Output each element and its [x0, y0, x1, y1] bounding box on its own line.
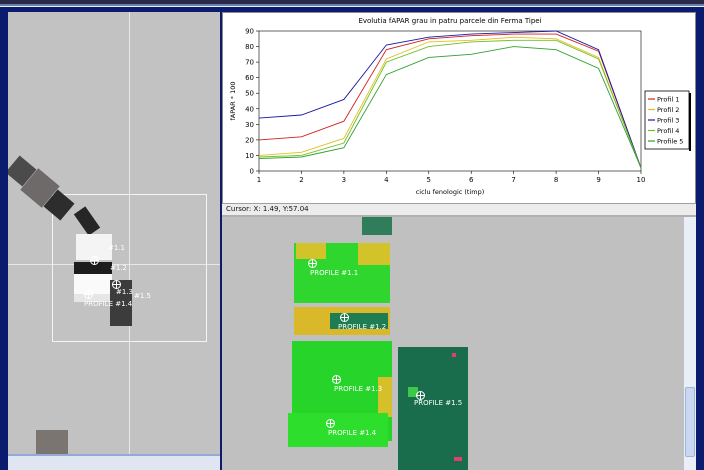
series-line-5	[258, 46, 642, 169]
x-axis-label: ciclu fenologic (timp)	[416, 188, 485, 196]
legend-entry: Profil 4	[657, 127, 679, 135]
profile-marker-icon	[84, 290, 93, 299]
profile-marker-icon	[332, 375, 341, 384]
field-parcel-1-2	[74, 262, 112, 274]
y-tick-label: 90	[245, 28, 254, 36]
field-parcel-1-4	[288, 413, 388, 447]
series-line-2	[258, 36, 642, 169]
field-parcel-1-4	[74, 294, 112, 302]
overview-label: #1.2	[110, 264, 127, 272]
x-tick-label: 1	[257, 176, 261, 184]
map-profile-label: PROFILE #1.2	[338, 323, 387, 331]
overview-map-pane[interactable]: #1.1 #1.2 #1.3 #1.5 PROFILE #1.4	[8, 12, 220, 470]
overview-label: PROFILE #1.4	[84, 300, 133, 308]
legend-entry: Profile 5	[657, 138, 683, 146]
x-tick-label: 7	[511, 176, 515, 184]
field-parcel	[362, 217, 392, 235]
y-tick-label: 40	[245, 105, 254, 113]
profile-marker-icon	[326, 419, 335, 428]
y-tick-label: 50	[245, 90, 254, 98]
chart-window[interactable]: Evolutia fAPAR grau in patru parcele din…	[222, 12, 696, 216]
chart-title: Evolutia fAPAR grau in patru parcele din…	[358, 17, 541, 25]
series-line-1	[258, 33, 642, 169]
overview-label: #1.5	[134, 292, 151, 300]
overview-label: #1.1	[108, 244, 125, 252]
series-line-4	[258, 39, 642, 169]
field-parcel-1-5-spot	[454, 457, 462, 461]
series-line-3	[258, 30, 642, 169]
legend-entry: Profil 2	[657, 106, 679, 114]
x-tick-label: 2	[299, 176, 303, 184]
profile-marker-icon	[340, 313, 349, 322]
map-profile-label: PROFILE #1.4	[328, 429, 377, 437]
y-tick-label: 0	[250, 168, 254, 176]
profile-marker-icon	[112, 280, 121, 289]
cursor-status-bar: Cursor: X: 1.49, Y:57.04	[222, 203, 696, 215]
overview-label: #1.3	[116, 288, 133, 296]
overview-grid-horizontal	[8, 264, 220, 265]
field-parcel-1-5	[110, 280, 132, 326]
x-tick-label: 4	[384, 176, 389, 184]
y-tick-label: 20	[245, 136, 254, 144]
field-parcel-1-3	[74, 274, 112, 294]
legend-entry: Profil 3	[657, 117, 679, 125]
field-parcel-1-1-yellow	[296, 243, 326, 259]
x-tick-label: 3	[342, 176, 346, 184]
y-tick-label: 70	[245, 59, 254, 67]
legend-entry: Profil 1	[657, 96, 679, 104]
x-tick-label: 5	[427, 176, 431, 184]
y-axis-label: fAPAR * 100	[229, 82, 237, 121]
top-toolbar-strip	[0, 0, 704, 6]
y-tick-label: 10	[245, 152, 254, 160]
pane-splitter[interactable]	[222, 215, 696, 217]
map-profile-label: PROFILE #1.5	[414, 399, 463, 407]
field-parcel-1-5-spot	[452, 353, 456, 357]
plot-area	[258, 30, 642, 172]
y-tick-label: 80	[245, 43, 254, 51]
y-tick-label: 60	[245, 74, 254, 82]
map-vertical-scrollbar[interactable]	[684, 217, 696, 470]
x-tick-label: 8	[554, 176, 558, 184]
overview-grid-vertical	[129, 12, 130, 470]
overview-bottom-bar[interactable]	[8, 454, 220, 470]
x-tick-label: 9	[596, 176, 600, 184]
scrollbar-thumb[interactable]	[685, 387, 695, 457]
field-parcel-1-1	[76, 234, 112, 260]
map-profile-label: PROFILE #1.3	[334, 385, 383, 393]
field-parcel-1-5	[398, 347, 468, 470]
profile-marker-icon	[308, 259, 317, 268]
x-tick-label: 6	[469, 176, 474, 184]
field-parcel-1-1-yellow	[358, 243, 390, 265]
field-parcel-1-5-spot	[408, 387, 418, 397]
profile-marker-icon	[416, 391, 425, 400]
chart-legend-shadow	[689, 93, 691, 151]
y-tick-label: 30	[245, 121, 254, 129]
x-tick-label: 10	[637, 176, 646, 184]
profile-map-pane[interactable]: PROFILE #1.1 PROFILE #1.2 PROFILE #1.3 P…	[222, 217, 696, 470]
overview-viewport-rectangle[interactable]	[52, 194, 207, 342]
map-profile-label: PROFILE #1.1	[310, 269, 359, 277]
field-parcel-1-3-yellow	[378, 377, 392, 417]
fapar-line-chart[interactable]: Evolutia fAPAR grau in patru parcele din…	[223, 13, 695, 203]
profile-marker-icon	[90, 256, 99, 265]
